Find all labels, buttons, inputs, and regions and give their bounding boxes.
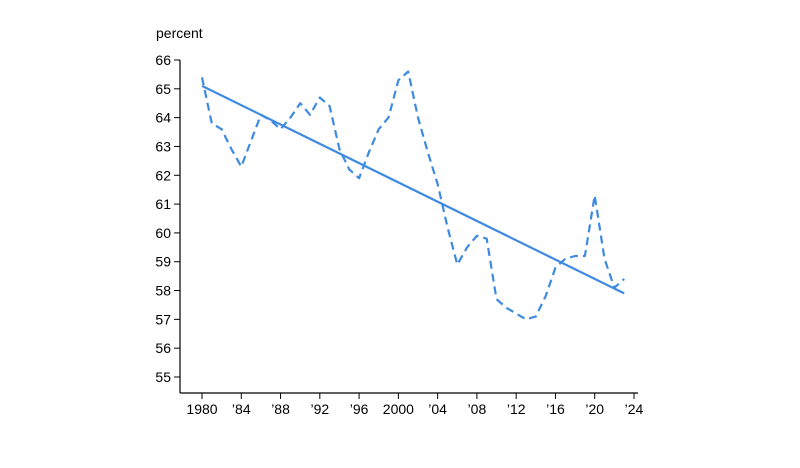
x-tick-label: ’08 — [468, 401, 487, 417]
y-tick-label: 57 — [155, 311, 171, 327]
trend-line — [201, 84, 625, 295]
x-tick-label: ’84 — [232, 401, 251, 417]
x-axis: 1980 ’84 ’88 ’92 ’96 2000 ’04 ’08 ’12 ’16 ’20 ’24 — [180, 392, 644, 417]
y-axis: 55 56 57 58 59 60 61 62 63 64 65 66 — [155, 52, 181, 393]
y-tick-label: 55 — [155, 369, 171, 385]
x-tick-label: ’24 — [625, 401, 644, 417]
x-tick-label: ’88 — [271, 401, 290, 417]
x-tick-label: ’92 — [310, 401, 329, 417]
x-tick-label: ’96 — [350, 401, 369, 417]
x-tick-label: ’12 — [507, 401, 526, 417]
x-tick-label: 1980 — [186, 401, 217, 417]
series-line-dashed — [200, 70, 625, 321]
y-axis-unit-label: percent — [156, 25, 203, 41]
series-layer — [200, 70, 625, 321]
y-tick-label: 59 — [155, 254, 171, 270]
x-tick-label: ’20 — [585, 401, 604, 417]
y-tick-label: 63 — [155, 138, 171, 154]
y-tick-label: 56 — [155, 340, 171, 356]
x-tick-label: ’16 — [546, 401, 565, 417]
x-tick-label: ’04 — [428, 401, 447, 417]
y-tick-label: 58 — [155, 283, 171, 299]
y-tick-label: 60 — [155, 225, 171, 241]
y-tick-label: 62 — [155, 167, 171, 183]
y-tick-label: 65 — [155, 81, 171, 97]
y-tick-label: 66 — [155, 52, 171, 68]
y-tick-label: 61 — [155, 196, 171, 212]
y-tick-label: 64 — [155, 110, 171, 126]
x-tick-label: 2000 — [383, 401, 414, 417]
